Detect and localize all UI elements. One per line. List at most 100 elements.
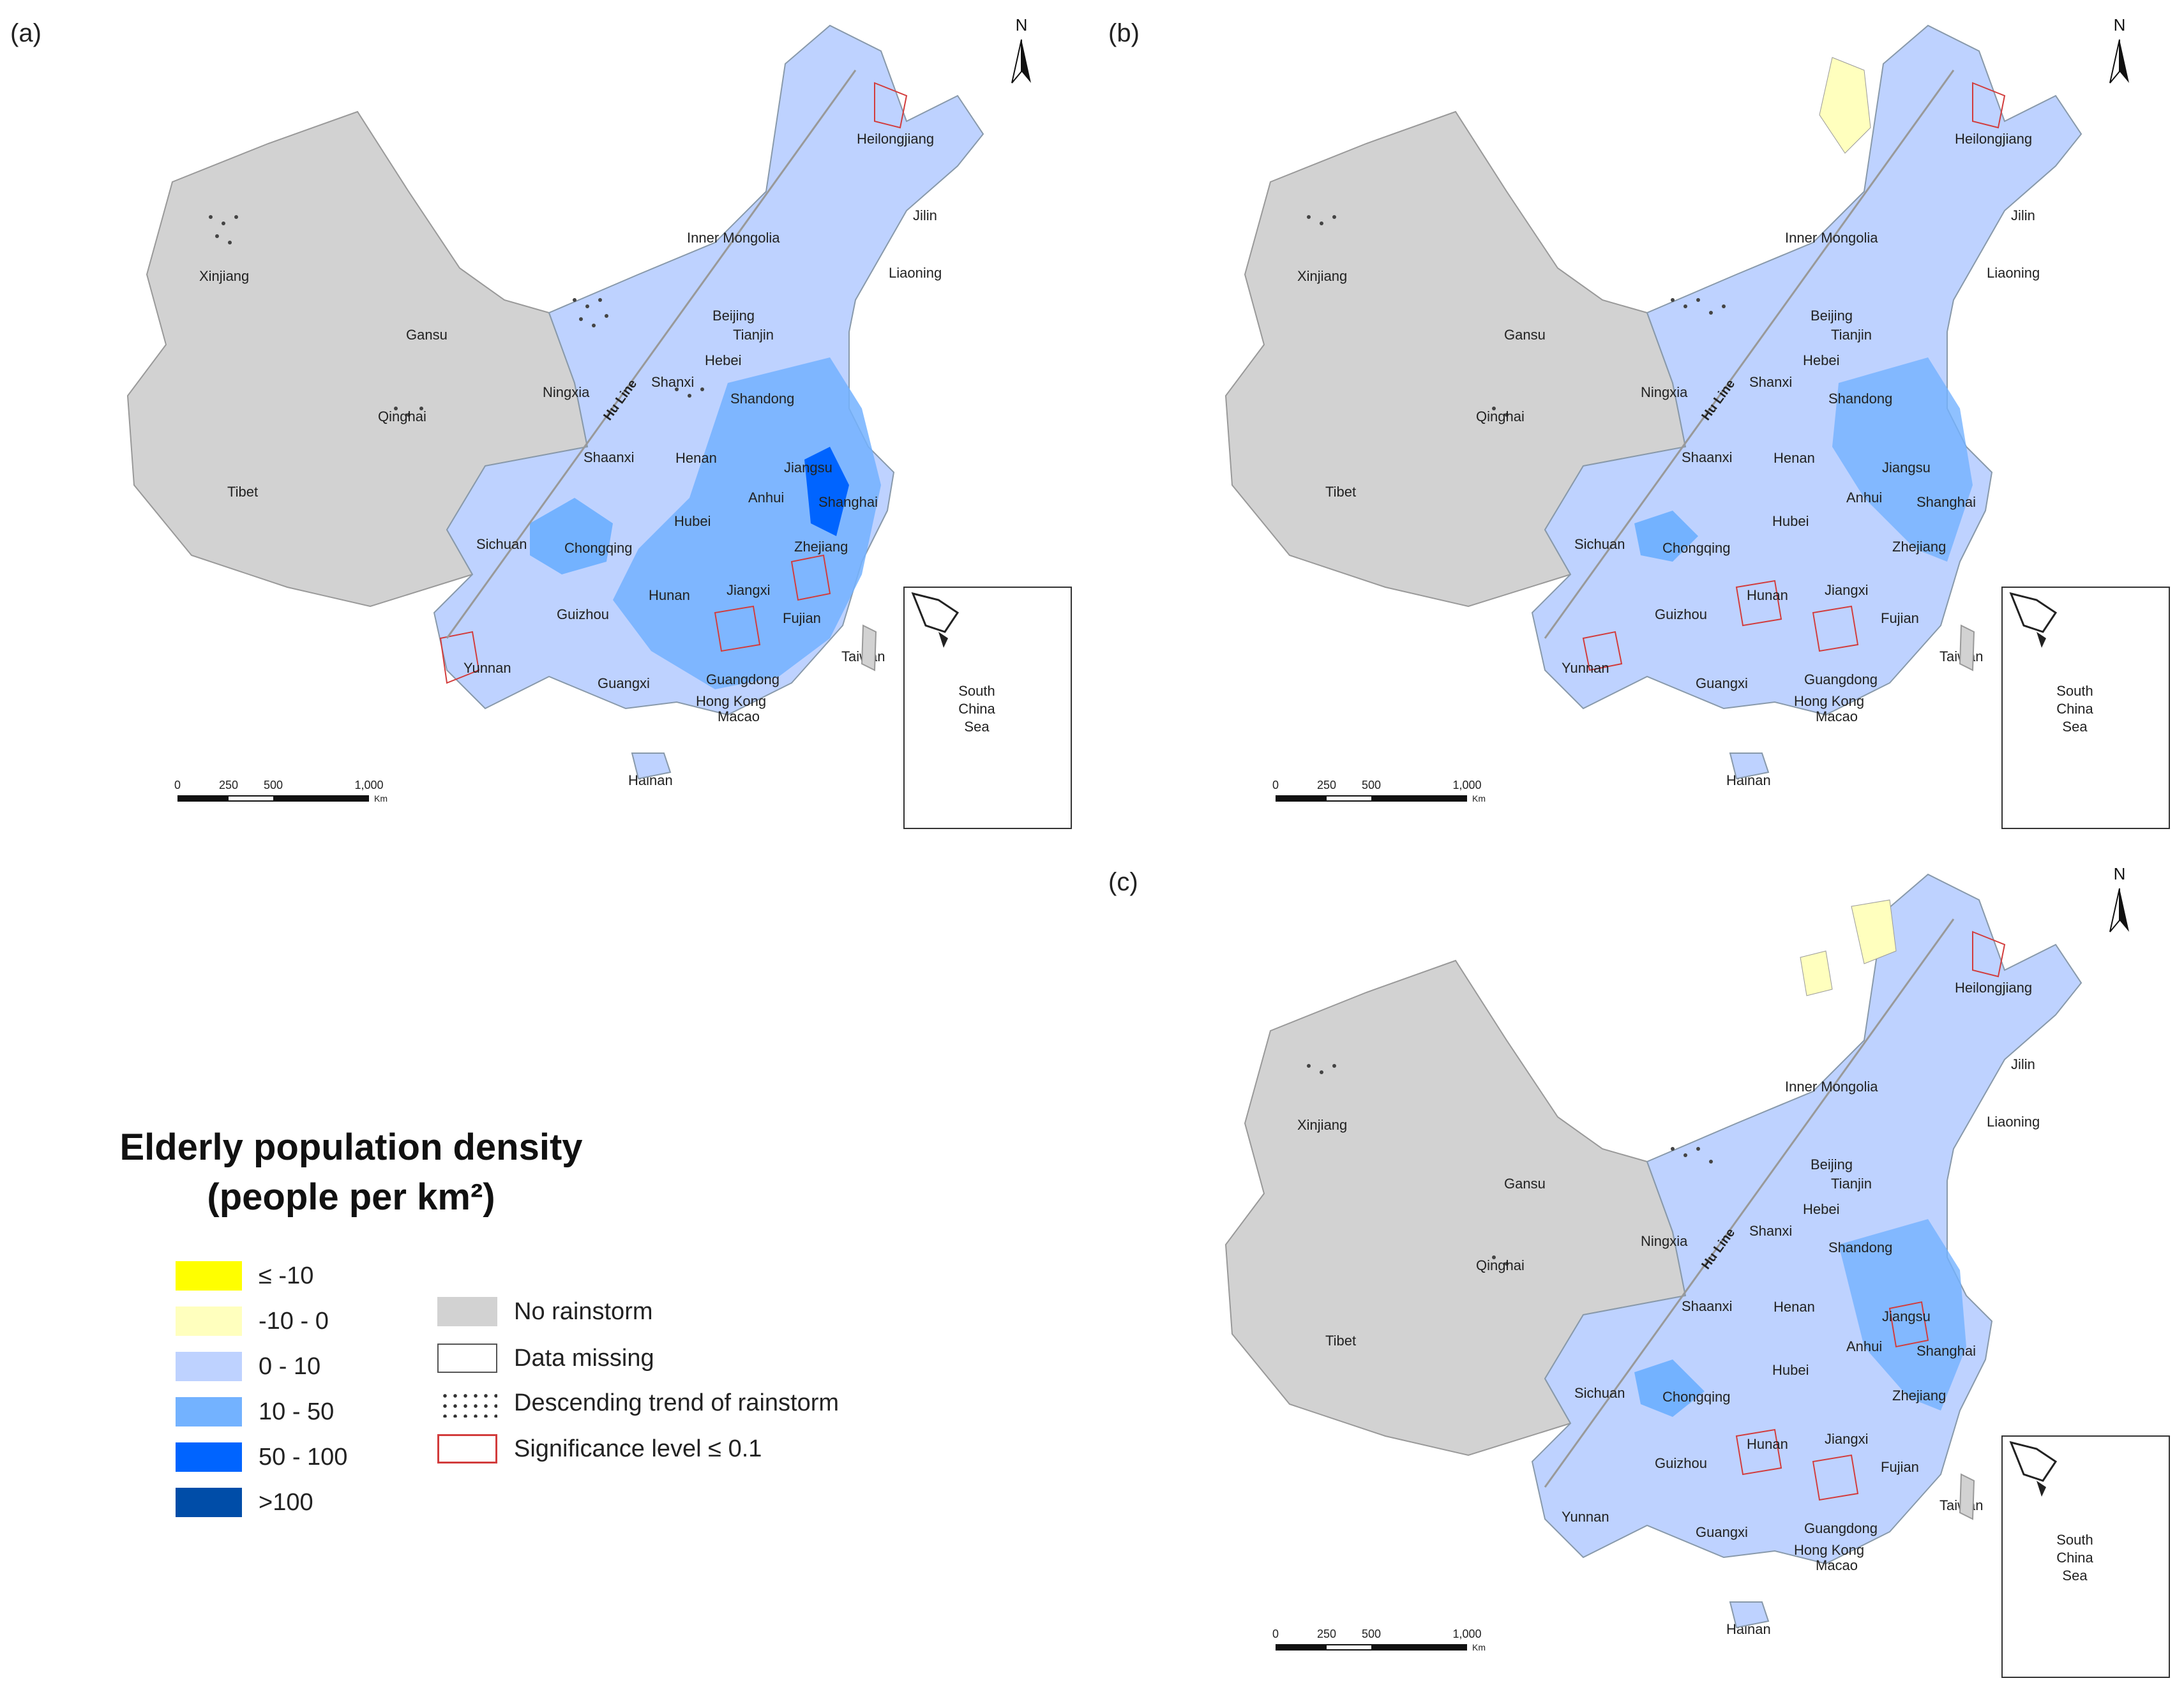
- legend-item-density-3: 10 - 50: [176, 1397, 334, 1426]
- province-labels: Heilongjiang Jilin Liaoning Inner Mongol…: [199, 131, 942, 788]
- svg-text:500: 500: [1362, 779, 1381, 791]
- province-label: Hunan: [1747, 587, 1788, 603]
- province-label: Chongqing: [564, 540, 632, 556]
- taiwan-shape: [1959, 1473, 1975, 1520]
- map-panel-a: (a) Hu Line Heilongjiang Jilin Liaoning: [0, 0, 1085, 842]
- china-map: Hu Line Heilongjiang Jilin Liaoning Inne…: [126, 15, 1072, 829]
- north-arrow: N: [1011, 15, 1031, 84]
- svg-text:1,000: 1,000: [354, 779, 383, 791]
- province-label: Fujian: [1881, 1459, 1919, 1475]
- legend-label: 50 - 100: [259, 1443, 348, 1471]
- province-label: Shandong: [1828, 391, 1892, 407]
- province-label: Guangxi: [598, 675, 650, 691]
- province-label: Shanxi: [1749, 1223, 1792, 1239]
- hu-line: [1544, 70, 1955, 639]
- north-arrow: N: [2109, 15, 2129, 84]
- svg-text:Km: Km: [374, 793, 388, 804]
- legend-item-no-rainstorm: No rainstorm: [437, 1297, 653, 1326]
- province-label: Ningxia: [1641, 1233, 1688, 1249]
- svg-text:250: 250: [219, 779, 238, 791]
- scale-bar: 0 250 500 1,000 Km: [174, 779, 388, 804]
- map-panel-c: (c) Hu Line Heilongjiang Jilin Liaoning …: [1098, 849, 2183, 1691]
- panel-label: (a): [10, 19, 41, 47]
- china-map: Hu Line Heilongjiang Jilin Liaoning Inne…: [1224, 864, 2170, 1678]
- north-label: N: [2114, 864, 2126, 883]
- svg-text:0: 0: [1272, 779, 1279, 791]
- province-label: Henan: [1774, 450, 1815, 466]
- legend-swatch: [176, 1442, 242, 1472]
- legend-label: No rainstorm: [514, 1298, 653, 1325]
- province-label: Shanghai: [818, 494, 878, 510]
- province-label: Shanghai: [1917, 494, 1976, 510]
- negative-density-area: [1800, 950, 1833, 996]
- province-label: Ningxia: [1641, 384, 1688, 400]
- province-label: Hebei: [705, 352, 741, 368]
- svg-text:South: South: [2056, 1532, 2093, 1548]
- province-label: Yunnan: [463, 660, 511, 676]
- svg-text:Sea: Sea: [964, 719, 990, 735]
- svg-text:0: 0: [1272, 1628, 1279, 1640]
- province-label: Inner Mongolia: [1785, 1079, 1878, 1095]
- province-label: Qinghai: [1476, 408, 1525, 424]
- hainan-shape: [1729, 752, 1770, 780]
- province-label: Beijing: [712, 308, 755, 324]
- province-label: Hubei: [674, 513, 711, 529]
- province-label: Guangxi: [1696, 1524, 1748, 1540]
- province-label: Beijing: [1811, 1157, 1853, 1172]
- high-density-area: [1832, 357, 1973, 562]
- inset-map: South China Sea: [2001, 1435, 2170, 1678]
- svg-text:South: South: [958, 683, 995, 699]
- province-label: Yunnan: [1562, 660, 1609, 676]
- province-label: Ningxia: [543, 384, 590, 400]
- province-label: Shandong: [1828, 1239, 1892, 1255]
- map-panel-b: (b) Hu Line Heilongjiang Jilin Liaoning …: [1098, 0, 2183, 842]
- svg-text:1,000: 1,000: [1452, 1628, 1481, 1640]
- legend-item-density-0: ≤ -10: [176, 1261, 313, 1291]
- descending-trend-dots: [1307, 215, 1726, 417]
- province-label: Guizhou: [557, 606, 609, 622]
- province-label: Guangxi: [1696, 675, 1748, 691]
- panel-label: (c): [1108, 868, 1138, 896]
- legend-label: 10 - 50: [259, 1398, 335, 1425]
- significance-outlines: [1582, 82, 2006, 671]
- svg-text:500: 500: [264, 779, 283, 791]
- province-label: Yunnan: [1562, 1509, 1609, 1525]
- legend-label: -10 - 0: [259, 1307, 329, 1335]
- svg-text:South: South: [2056, 683, 2093, 699]
- province-label: Chongqing: [1662, 540, 1730, 556]
- province-label: Inner Mongolia: [687, 230, 780, 246]
- legend-item-descending-trend: Descending trend of rainstorm: [437, 1388, 839, 1418]
- province-label: Gansu: [1504, 1176, 1546, 1192]
- province-label: Macao: [1816, 708, 1858, 724]
- province-label: Jiangsu: [784, 460, 832, 475]
- province-label: Jilin: [2011, 207, 2035, 223]
- hu-line: [446, 70, 857, 639]
- top-density-area: [804, 447, 849, 536]
- province-label: Heilongjiang: [1955, 980, 2032, 996]
- legend-swatch: [176, 1261, 242, 1291]
- scale-bar: 0 250 500 1,000 Km: [1272, 1628, 1486, 1652]
- province-label: Tianjin: [1831, 327, 1872, 343]
- legend-swatch: [437, 1388, 497, 1418]
- legend-label: Descending trend of rainstorm: [514, 1389, 840, 1416]
- province-label: Gansu: [1504, 327, 1546, 343]
- legend-label: Data missing: [514, 1344, 654, 1372]
- panel-label: (b): [1108, 19, 1140, 47]
- negative-density-area: [1851, 899, 1897, 964]
- legend-item-density-2: 0 - 10: [176, 1352, 320, 1381]
- legend-label: >100: [259, 1488, 313, 1516]
- legend-swatch: [437, 1434, 497, 1464]
- province-label: Tianjin: [1831, 1176, 1872, 1192]
- province-label: Shaanxi: [584, 449, 635, 465]
- inset-map: South China Sea: [2001, 587, 2170, 829]
- province-label: Zhejiang: [1892, 1388, 1946, 1404]
- province-label: Tibet: [1325, 484, 1356, 500]
- north-label: N: [2114, 15, 2126, 34]
- province-label: Hong Kong: [1794, 693, 1864, 709]
- province-label: Tibet: [227, 484, 258, 500]
- province-label: Sichuan: [476, 536, 527, 552]
- province-label: Jiangxi: [727, 582, 770, 598]
- descending-trend-dots: [1307, 1064, 1713, 1266]
- province-label: Heilongjiang: [1955, 131, 2032, 147]
- significance-outlines: [439, 82, 908, 684]
